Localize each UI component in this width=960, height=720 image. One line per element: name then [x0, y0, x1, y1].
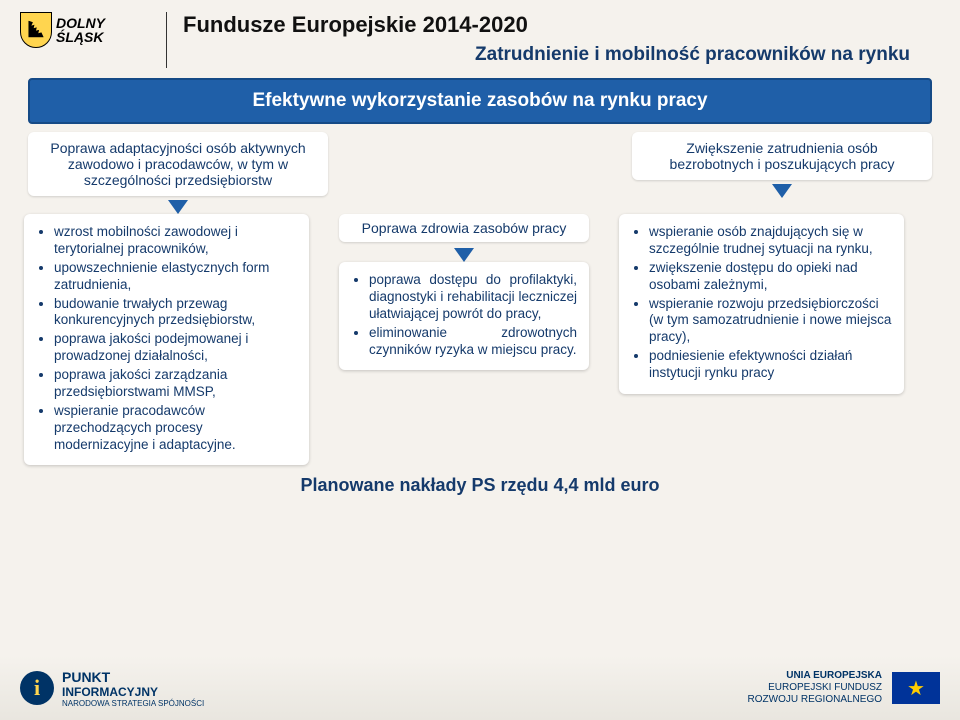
punkt-line3: NARODOWA STRATEGIA SPÓJNOŚCI	[62, 699, 204, 708]
list-item: podniesienie efektywności działań instyt…	[649, 348, 892, 382]
eu-logo-block: UNIA EUROPEJSKA EUROPEJSKI FUNDUSZ ROZWO…	[748, 670, 940, 706]
list-item: upowszechnienie elastycznych form zatrud…	[54, 260, 297, 294]
footer-bar: i PUNKT INFORMACYJNY NARODOWA STRATEGIA …	[0, 656, 960, 720]
punkt-line1: PUNKT	[62, 669, 204, 685]
eu-line3: ROZWOJU REGIONALNEGO	[748, 694, 882, 706]
arrow-down-icon	[168, 200, 188, 214]
page-subtitle: Zatrudnienie i mobilność pracowników na …	[183, 44, 940, 66]
card-right: wspieranie osób znajdujących się w szcze…	[619, 214, 904, 394]
mid-column: Poprawa zdrowia zasobów pracy poprawa do…	[319, 214, 609, 370]
main-banner: Efektywne wykorzystanie zasobów na rynku…	[28, 78, 932, 124]
list-item: wspieranie pracodawców przechodzących pr…	[54, 403, 297, 454]
punkt-line2: INFORMACYJNY	[62, 685, 204, 699]
footer-note: Planowane nakłady PS rzędu 4,4 mld euro	[0, 475, 960, 496]
eu-line2: EUROPEJSKI FUNDUSZ	[748, 682, 882, 694]
mid-title: Poprawa zdrowia zasobów pracy	[339, 214, 589, 242]
left-list: wzrost mobilności zawodowej i terytorial…	[36, 224, 297, 453]
shield-icon	[20, 12, 52, 48]
list-item: zwiększenie dostępu do opieki nad osobam…	[649, 260, 892, 294]
list-item: wspieranie rozwoju przedsiębiorczości (w…	[649, 296, 892, 347]
card-top-right: Zwiększenie zatrudnienia osób bezrobotny…	[632, 132, 932, 180]
card-mid: poprawa dostępu do profilaktyki, diagnos…	[339, 262, 589, 370]
list-item: wspieranie osób znajdujących się w szcze…	[649, 224, 892, 258]
list-item: poprawa jakości zarządzania przedsiębior…	[54, 367, 297, 401]
eu-flag-icon: ★	[892, 672, 940, 704]
list-item: poprawa dostępu do profilaktyki, diagnos…	[369, 272, 577, 323]
header: DOLNY ŚLĄSK Fundusze Europejskie 2014-20…	[0, 0, 960, 68]
arrow-down-icon	[772, 184, 792, 198]
main-row: wzrost mobilności zawodowej i terytorial…	[24, 214, 936, 465]
list-item: eliminowanie zdrowotnych czynników ryzyk…	[369, 325, 577, 359]
divider	[166, 12, 167, 68]
info-icon: i	[20, 671, 54, 705]
punkt-informacyjny-logo: i PUNKT INFORMACYJNY NARODOWA STRATEGIA …	[20, 669, 204, 708]
list-item: budowanie trwałych przewag konkurencyjny…	[54, 296, 297, 330]
top-row: Poprawa adaptacyjności osób aktywnych za…	[28, 132, 932, 214]
arrow-down-icon	[454, 248, 474, 262]
mid-list: poprawa dostępu do profilaktyki, diagnos…	[351, 272, 577, 358]
logo-dolny-slask: DOLNY ŚLĄSK	[20, 12, 150, 48]
eu-line1: UNIA EUROPEJSKA	[748, 670, 882, 682]
card-left: wzrost mobilności zawodowej i terytorial…	[24, 214, 309, 465]
logo-line2: ŚLĄSK	[56, 30, 105, 44]
right-list: wspieranie osób znajdujących się w szcze…	[631, 224, 892, 382]
list-item: poprawa jakości podejmowanej i prowadzon…	[54, 331, 297, 365]
list-item: wzrost mobilności zawodowej i terytorial…	[54, 224, 297, 258]
logo-line1: DOLNY	[56, 16, 105, 30]
title-block: Fundusze Europejskie 2014-2020 Zatrudnie…	[183, 12, 940, 66]
card-top-left: Poprawa adaptacyjności osób aktywnych za…	[28, 132, 328, 196]
page-title: Fundusze Europejskie 2014-2020	[183, 12, 940, 38]
